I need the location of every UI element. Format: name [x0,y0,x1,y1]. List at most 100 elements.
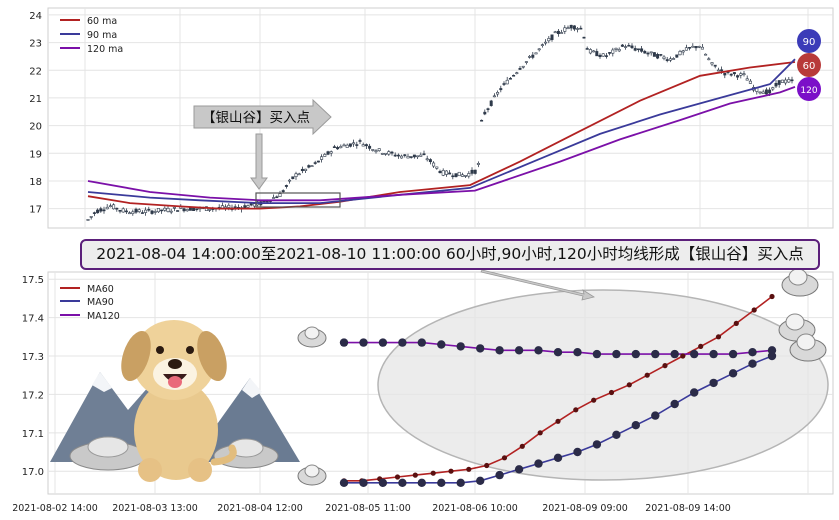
series-point-ma60 [644,372,650,378]
series-point-ma120 [573,348,582,357]
candle-body [86,219,90,221]
candle-body [275,196,279,199]
series-point-ma120 [690,349,699,359]
series-point-ma60 [394,474,401,480]
candle-body [723,72,727,76]
candle-body [92,212,96,214]
candle-body [630,45,634,48]
candle-body [371,149,375,151]
candle-body [739,73,743,76]
series-point-ma60 [430,470,436,476]
candle-body [787,79,791,83]
candle-body [147,208,151,211]
candle-body [665,59,669,61]
candle-body [492,95,496,98]
series-point-ma60 [591,397,597,403]
series-point-ma60 [608,389,615,396]
pointer-arrow [480,269,596,301]
candle-body [368,145,372,149]
candle-body [467,173,471,177]
end-badges: 90 60 120 [797,29,821,101]
top-grid [48,8,833,228]
candle-body [566,27,570,30]
bottom-x-tick-label: 2021-08-03 13:00 [112,503,198,514]
series-point-ma60 [537,430,543,436]
candle-body [649,51,653,54]
candle-body [716,69,720,72]
candle-body [640,48,644,52]
series-point-ma60 [662,363,668,369]
candle-body [432,162,436,167]
candle-body [320,156,324,160]
candle-body [611,49,615,54]
candle-body [412,154,416,158]
badge-120-circle [797,77,821,101]
series-point-ma120 [553,348,563,357]
candle-body [419,154,423,157]
candle-body [291,176,295,180]
top-y-tick-label: 20 [29,122,42,133]
series-point-ma120 [651,349,660,359]
top-y-tick-label: 21 [29,94,42,105]
candle-body [576,28,580,30]
candle-body [355,144,359,146]
ingot-icon-bottom-left [297,464,327,486]
candle-body [707,58,711,61]
candle-body [307,165,311,168]
candle-body [502,83,506,85]
bottom-x-tick-label: 2021-08-06 10:00 [432,503,518,514]
candle-body [601,53,605,57]
candle-body [528,56,532,58]
candle-body [560,32,564,34]
series-point-ma90 [398,478,407,487]
candle-body [643,51,647,54]
badge-90-label: 90 [803,37,816,48]
candle-body [448,172,452,175]
candle-body [672,58,676,60]
candle-body [524,61,528,63]
series-point-ma90 [690,388,699,397]
candle-body [297,173,301,176]
callout-down-arrow [250,133,268,190]
candle-body [182,208,186,212]
candle-body [710,62,714,65]
series-point-ma120 [592,349,602,359]
candle-body [374,150,378,153]
candlesticks [86,24,794,221]
bottom-x-tick-label: 2021-08-02 14:00 [12,503,98,514]
candle-body [662,56,666,59]
candle-body [636,48,640,51]
badge-60-circle [797,53,821,77]
bottom-y-tick-label: 17.4 [22,314,44,325]
series-point-ma60 [769,293,775,300]
candle-body [614,47,618,50]
candle-body [556,30,560,35]
candle-body [416,155,420,158]
candle-body [310,165,314,167]
candle-body [144,209,148,213]
candle-body [108,205,112,208]
candle-body [784,79,788,84]
candle-body [428,159,432,163]
candle-body [396,154,400,157]
bottom-legend: MA60 MA90 MA120 [60,284,120,322]
series-point-ma90 [339,478,349,487]
candle-body [358,140,362,142]
candle-body [224,206,228,209]
candle-body [572,25,576,30]
callout: 【银山谷】买入点 [193,98,332,190]
series-point-ma90 [612,430,621,439]
candle-body [704,53,708,56]
candle-body [304,168,308,171]
candle-body [464,174,468,177]
candle-body [592,50,596,53]
highlight-box [255,192,341,208]
candle-body [96,209,100,214]
dog-body [134,380,218,480]
series-point-ma90 [728,369,738,378]
series-point-ma90 [651,411,660,420]
series-point-ma90 [670,399,679,409]
candle-body [758,91,762,94]
candle-body [627,44,631,47]
candle-body [246,205,250,208]
